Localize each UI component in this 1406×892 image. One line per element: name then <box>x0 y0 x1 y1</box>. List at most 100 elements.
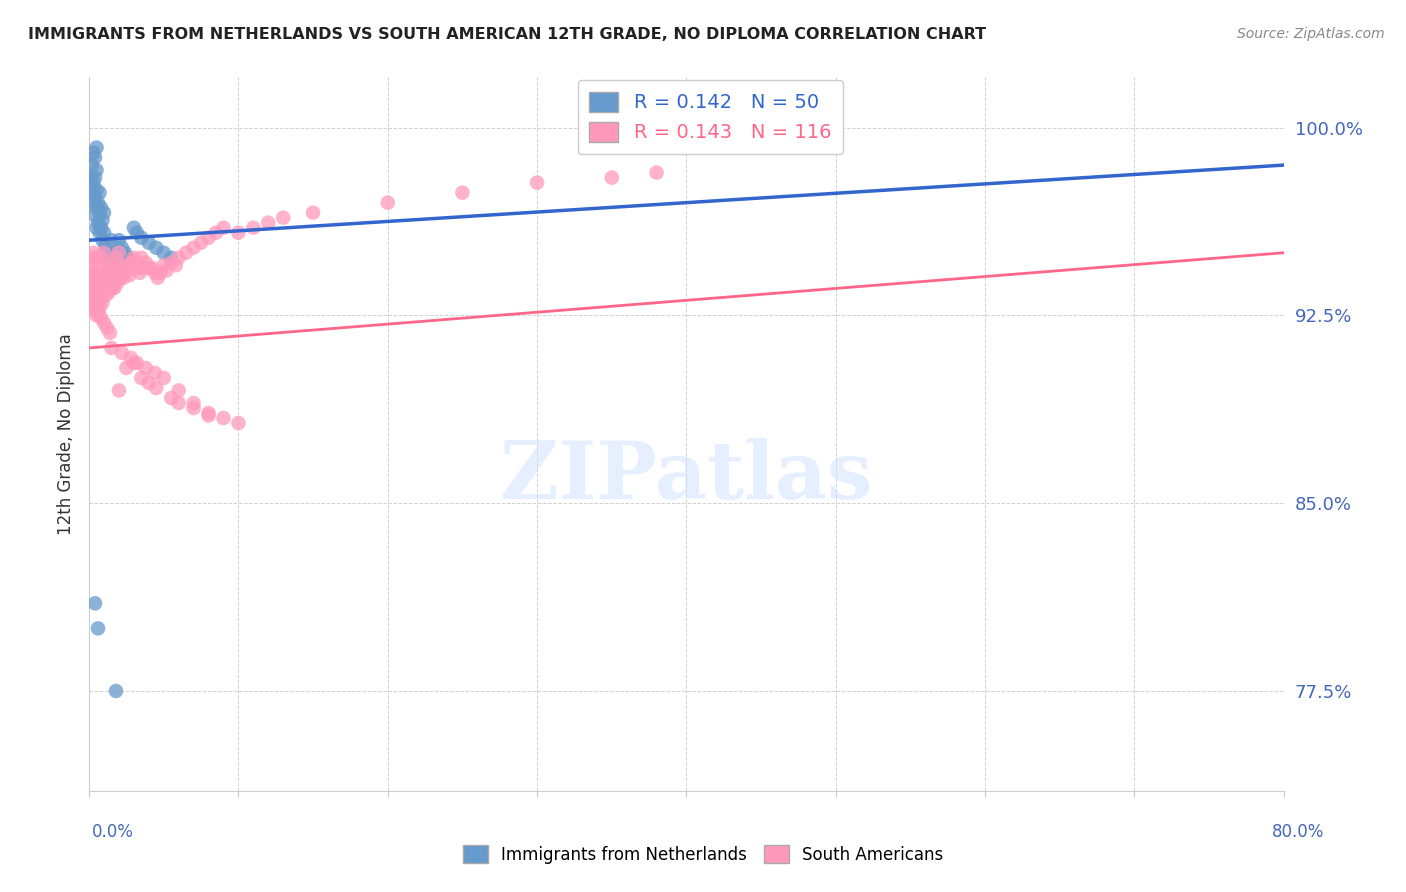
Point <box>98 260 121 275</box>
Point <box>93 316 115 330</box>
Point <box>100 341 122 355</box>
Point <box>160 256 183 270</box>
Point <box>107 276 129 290</box>
Point <box>79 170 101 185</box>
Point <box>91 213 114 227</box>
Point <box>94 288 117 302</box>
Point <box>183 396 205 410</box>
Point <box>228 416 250 430</box>
Point <box>83 145 105 160</box>
Point <box>120 256 142 270</box>
Point <box>84 301 107 315</box>
Point <box>86 291 108 305</box>
Point <box>89 301 111 315</box>
Point <box>190 235 212 250</box>
Point <box>114 245 136 260</box>
Point <box>90 220 112 235</box>
Point <box>112 270 135 285</box>
Point <box>122 356 145 370</box>
Point <box>94 238 117 252</box>
Point <box>84 270 107 285</box>
Point <box>80 295 103 310</box>
Point <box>86 201 108 215</box>
Point <box>87 276 110 290</box>
Point <box>165 258 187 272</box>
Point <box>90 291 112 305</box>
Point <box>167 396 190 410</box>
Point <box>103 251 125 265</box>
Point <box>98 281 121 295</box>
Point <box>79 283 101 297</box>
Point <box>146 270 169 285</box>
Point <box>125 226 148 240</box>
Point <box>205 226 228 240</box>
Point <box>108 384 131 398</box>
Point <box>131 230 153 244</box>
Point <box>143 366 166 380</box>
Point <box>101 281 124 295</box>
Point <box>242 220 264 235</box>
Point <box>108 245 131 260</box>
Point <box>89 205 111 219</box>
Point <box>96 281 118 295</box>
Point <box>118 268 141 283</box>
Point <box>87 256 110 270</box>
Point <box>86 140 108 154</box>
Point <box>152 245 174 260</box>
Point <box>114 266 136 280</box>
Point <box>111 241 134 255</box>
Point <box>120 351 142 365</box>
Point <box>96 260 118 275</box>
Point <box>97 251 120 265</box>
Point <box>83 176 105 190</box>
Point <box>145 241 167 255</box>
Point <box>183 241 205 255</box>
Point <box>93 283 115 297</box>
Point <box>93 226 115 240</box>
Point <box>83 266 105 280</box>
Point <box>156 263 179 277</box>
Point <box>138 235 160 250</box>
Point <box>84 596 107 610</box>
Point <box>91 295 114 310</box>
Point <box>93 266 115 280</box>
Point <box>104 251 127 265</box>
Point <box>645 166 668 180</box>
Point <box>86 183 108 197</box>
Point <box>87 216 110 230</box>
Point <box>212 220 235 235</box>
Point <box>111 260 134 275</box>
Point <box>86 251 108 265</box>
Point <box>160 391 183 405</box>
Point <box>125 256 148 270</box>
Point <box>80 258 103 272</box>
Point <box>86 309 108 323</box>
Point <box>122 220 145 235</box>
Point <box>98 256 121 270</box>
Point <box>93 205 115 219</box>
Text: 80.0%: 80.0% <box>1272 822 1324 840</box>
Point <box>84 191 107 205</box>
Point <box>600 170 623 185</box>
Point <box>526 176 548 190</box>
Point <box>100 256 122 270</box>
Point <box>302 205 325 219</box>
Point <box>103 281 125 295</box>
Point <box>87 306 110 320</box>
Point <box>143 266 166 280</box>
Point <box>197 406 219 420</box>
Point <box>138 376 160 390</box>
Point <box>97 285 120 300</box>
Point <box>100 276 122 290</box>
Legend: R = 0.142   N = 50, R = 0.143   N = 116: R = 0.142 N = 50, R = 0.143 N = 116 <box>578 80 844 154</box>
Point <box>125 356 148 370</box>
Point <box>257 216 280 230</box>
Point <box>83 245 105 260</box>
Point <box>83 283 105 297</box>
Point <box>87 621 110 635</box>
Point <box>111 346 134 360</box>
Point <box>90 270 112 285</box>
Text: IMMIGRANTS FROM NETHERLANDS VS SOUTH AMERICAN 12TH GRADE, NO DIPLOMA CORRELATION: IMMIGRANTS FROM NETHERLANDS VS SOUTH AME… <box>28 27 986 42</box>
Point <box>90 201 112 215</box>
Point <box>108 266 131 280</box>
